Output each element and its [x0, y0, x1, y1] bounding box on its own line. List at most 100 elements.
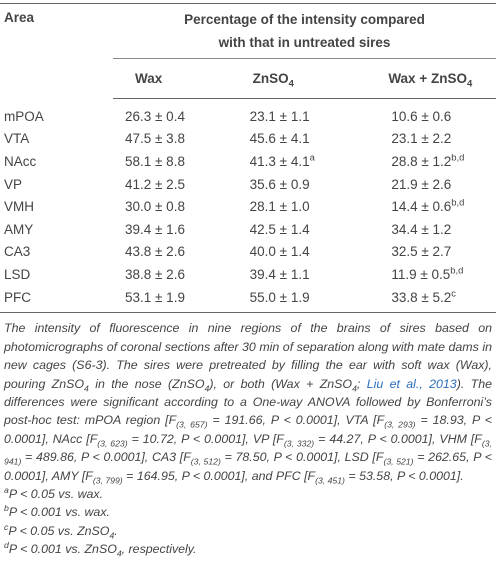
text-run: The intensity of fluorescence in nine re…: [4, 321, 492, 391]
subscript: 4: [116, 548, 122, 559]
cell: 39.4 ± 1.6: [125, 221, 185, 237]
text-run: ), or both (Wax + ZnSO: [209, 376, 353, 391]
footnote: aP < 0.05 vs. wax.: [4, 485, 492, 503]
subscript: 4: [204, 383, 210, 394]
footnote: cP < 0.05 vs. ZnSO4.: [4, 522, 492, 540]
superscript: c: [451, 288, 456, 300]
table-row: LSD 38.8 ± 2.6 39.4 ± 1.1 11.9 ± 0.5b,d: [0, 263, 496, 286]
superscript: d: [4, 540, 9, 551]
footnote: bP < 0.001 vs. wax.: [4, 503, 492, 521]
text-run: ZnSO: [252, 71, 289, 86]
text-run: , respectively.: [121, 542, 197, 557]
row-label: VTA: [4, 131, 30, 147]
page: Area Percentage of the intensity compare…: [0, 3, 496, 564]
row-label: NAcc: [4, 153, 37, 169]
subscript: 4: [84, 383, 89, 394]
text-run: .: [114, 523, 118, 538]
subscript: 4: [109, 530, 115, 541]
row-label: AMY: [4, 221, 34, 237]
footnote: dP < 0.001 vs. ZnSO4, respectively.: [4, 540, 492, 558]
subscript: (3, 521): [383, 456, 414, 467]
row-label: PFC: [0, 285, 113, 314]
row-label: CA3: [4, 244, 31, 260]
cell: 39.4 ± 1.1: [249, 266, 310, 282]
cell: 58.1 ± 8.8: [125, 153, 185, 169]
row-label: VMH: [4, 199, 34, 215]
cell: 45.6 ± 4.1: [249, 131, 310, 147]
citation-link: Liu et al., 2013: [366, 376, 457, 391]
text-run: = 191.66, P < 0.0001], VTA [F: [207, 413, 385, 428]
span-header: Percentage of the intensity compared wit…: [113, 3, 496, 59]
cell: 32.5 ± 2.7: [391, 244, 452, 260]
table-row: VTA 47.5 ± 3.8 45.6 ± 4.1 23.1 ± 2.2: [0, 128, 496, 151]
text-run: 41.3 ± 4.1: [249, 153, 310, 169]
footnotes: aP < 0.05 vs. wax. bP < 0.001 vs. wax. cP …: [0, 485, 496, 559]
column-header: Wax + ZnSO4: [368, 58, 496, 99]
text-run: = 10.72, P < 0.0001], VP [F: [127, 431, 284, 446]
cell: 38.8 ± 2.6: [125, 266, 185, 282]
text-run: = 53.58, P < 0.0001].: [344, 468, 464, 483]
cell: 21.9 ± 2.6: [391, 176, 452, 192]
subscript: 4: [466, 78, 473, 90]
cell: 14.4 ± 0.6b,d: [368, 195, 496, 218]
text-run: P < 0.001 vs. ZnSO: [8, 542, 117, 557]
table-body: mPOA 26.3 ± 0.4 23.1 ± 1.1 10.6 ± 0.6 VTA 47.…: [0, 99, 496, 314]
table-row: mPOA 26.3 ± 0.4 23.1 ± 1.1 10.6 ± 0.6: [0, 99, 496, 128]
text-run: = 18.93, P < 0.0001], NAcc [F: [4, 413, 492, 446]
cell: 53.1 ± 1.9: [113, 285, 241, 314]
cell: 10.6 ± 0.6: [391, 108, 452, 124]
cell: 41.2 ± 2.5: [125, 176, 185, 192]
superscript: a: [309, 152, 315, 164]
table-row: PFC 53.1 ± 1.9 55.0 ± 1.9 33.8 ± 5.2c: [0, 285, 496, 314]
subscript: (3, 451): [315, 475, 345, 486]
data-table: Area Percentage of the intensity compare…: [0, 3, 496, 314]
table-row: VP 41.2 ± 2.5 35.6 ± 0.9 21.9 ± 2.6: [0, 173, 496, 196]
cell: 28.1 ± 1.0: [249, 199, 310, 215]
cell: 42.5 ± 1.4: [249, 221, 310, 237]
cell: 41.3 ± 4.1a: [241, 150, 369, 173]
column-header: ZnSO4: [240, 58, 369, 99]
area-header: Area: [4, 10, 35, 25]
subscript: (3, 657): [176, 419, 208, 430]
cell: 30.0 ± 0.8: [125, 199, 185, 215]
row-label: mPOA: [4, 108, 44, 124]
text-run: = 78.50, P < 0.0001], LSD [F: [220, 450, 384, 465]
subscript: (3, 512): [190, 456, 221, 467]
table-row: NAcc 58.1 ± 8.8 41.3 ± 4.1a 28.8 ± 1.2b,d: [0, 150, 496, 173]
header-row: Area Percentage of the intensity compare…: [0, 3, 496, 59]
text-run: P < 0.001 vs. wax.: [8, 505, 110, 520]
subscript: 4: [352, 383, 357, 394]
text-run: 11.9 ± 0.5: [391, 266, 451, 282]
column-header: Wax: [113, 58, 241, 99]
table-row: CA3 43.8 ± 2.6 40.0 ± 1.4 32.5 ± 2.7: [0, 241, 496, 264]
text-run: 28.8 ± 1.2: [391, 153, 452, 169]
column-header-row: Wax ZnSO4 Wax + ZnSO4: [0, 58, 496, 99]
subscript: (3, 623): [97, 438, 128, 449]
subscript: (3, 799): [92, 475, 123, 486]
subscript: (3, 293): [384, 419, 416, 430]
caption: The intensity of fluorescence in nine re…: [4, 319, 492, 485]
cell: 40.0 ± 1.4: [249, 244, 310, 260]
subscript: 4: [288, 78, 294, 90]
cell: 23.1 ± 1.1: [249, 108, 310, 124]
superscript: b,d: [451, 197, 465, 209]
text-run: P < 0.05 vs. ZnSO: [8, 523, 110, 538]
cell: 23.1 ± 2.2: [391, 131, 452, 147]
cell: 28.8 ± 1.2b,d: [368, 150, 496, 173]
superscript: a: [4, 484, 9, 495]
table-row: AMY 39.4 ± 1.6 42.5 ± 1.4 34.4 ± 1.2: [0, 218, 496, 241]
text-run: P < 0.05 vs. wax.: [8, 487, 104, 501]
superscript: b: [4, 503, 9, 514]
text-run: ;: [356, 376, 367, 391]
superscript: b,d: [450, 265, 464, 277]
text-run: = 489.86, P < 0.0001], CA3 [F: [21, 450, 191, 465]
text-run: Wax + ZnSO: [388, 71, 467, 86]
cell: 33.8 ± 5.2c: [368, 285, 496, 314]
cell: 43.8 ± 2.6: [125, 244, 185, 260]
cell: 35.6 ± 0.9: [249, 176, 310, 192]
row-label: LSD: [4, 266, 31, 282]
subscript: (3, 332): [283, 438, 315, 449]
table-row: VMH 30.0 ± 0.8 28.1 ± 1.0 14.4 ± 0.6b,d: [0, 195, 496, 218]
text-run: in the nose (ZnSO: [88, 376, 205, 391]
row-label: VP: [4, 176, 23, 192]
